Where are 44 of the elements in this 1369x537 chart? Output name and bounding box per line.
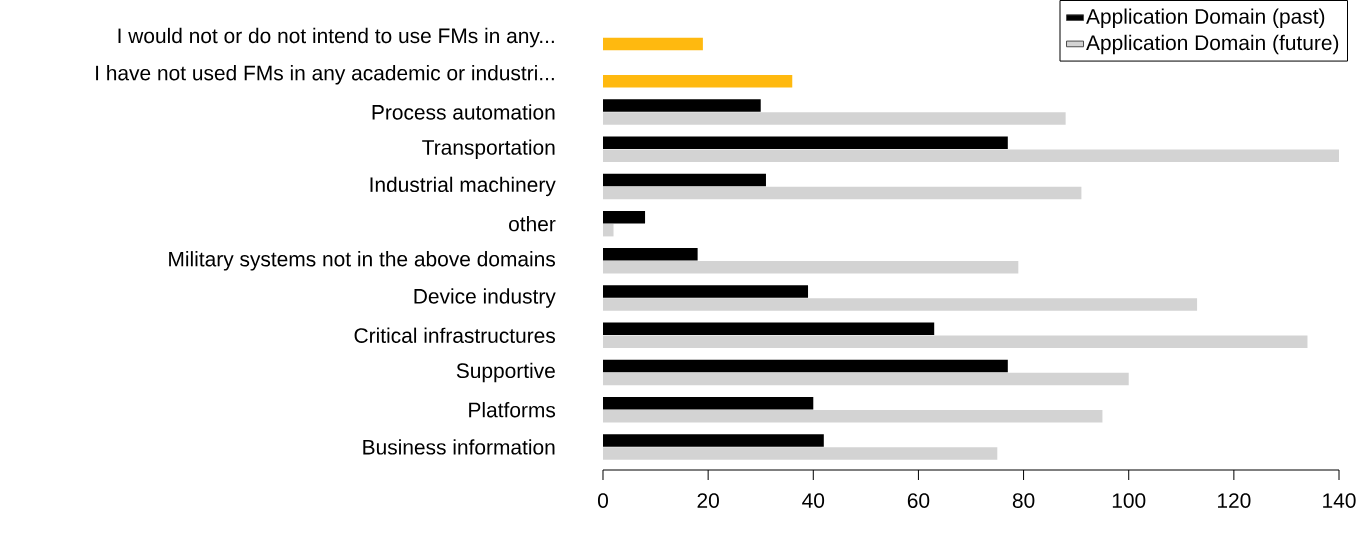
x-tick-label: 100 <box>1112 493 1146 508</box>
y-tick-label: Device industry <box>414 288 556 308</box>
bar <box>603 261 1019 274</box>
y-tick-label: Process automation <box>372 104 555 120</box>
y-tick-label: Platforms <box>469 402 556 418</box>
x-tick-label: 140 <box>1323 493 1356 508</box>
bar <box>603 409 1103 423</box>
y-tick-label: Transportation <box>422 139 555 159</box>
x-tick-label: 40 <box>802 493 825 508</box>
x-tick-label: 20 <box>697 493 719 508</box>
bar <box>603 447 998 460</box>
bar <box>603 322 935 336</box>
y-tick-label: Supportive <box>456 362 555 383</box>
bar <box>603 210 646 224</box>
bar <box>603 149 1340 162</box>
bar <box>603 372 1129 386</box>
y-tick-label: Military systems not in the above domains <box>169 251 556 271</box>
bar <box>603 75 793 88</box>
x-tick-label: 120 <box>1218 493 1251 508</box>
x-tick-label: 0 <box>598 493 608 508</box>
bar <box>603 186 1082 200</box>
y-tick-label: other <box>509 215 556 232</box>
bar <box>603 99 761 112</box>
y-tick-label: I would not or do not intend to use FMs in any... <box>118 27 554 48</box>
y-tick-label: Business information <box>363 439 555 455</box>
y-tick-label: Industrial machinery <box>370 176 556 197</box>
bar <box>603 173 766 187</box>
bar <box>603 335 1308 349</box>
bar <box>603 223 614 237</box>
bar <box>603 112 1066 125</box>
bar <box>603 248 698 261</box>
y-tick-label: I have not used FMs in any academic or industri... <box>96 65 554 85</box>
bar <box>603 37 703 51</box>
bar <box>603 396 814 410</box>
bar <box>603 434 824 447</box>
legend-label: Application Domain (future) <box>1086 34 1339 55</box>
bar <box>603 359 1008 373</box>
bar <box>603 298 1198 311</box>
bar <box>603 136 1008 149</box>
y-tick-label: Critical infrastructures <box>354 327 556 343</box>
x-tick-label: 80 <box>1012 493 1035 508</box>
bar <box>603 285 809 298</box>
x-tick-label: 60 <box>907 493 930 508</box>
legend-label: Application Domain (past) <box>1086 8 1325 28</box>
